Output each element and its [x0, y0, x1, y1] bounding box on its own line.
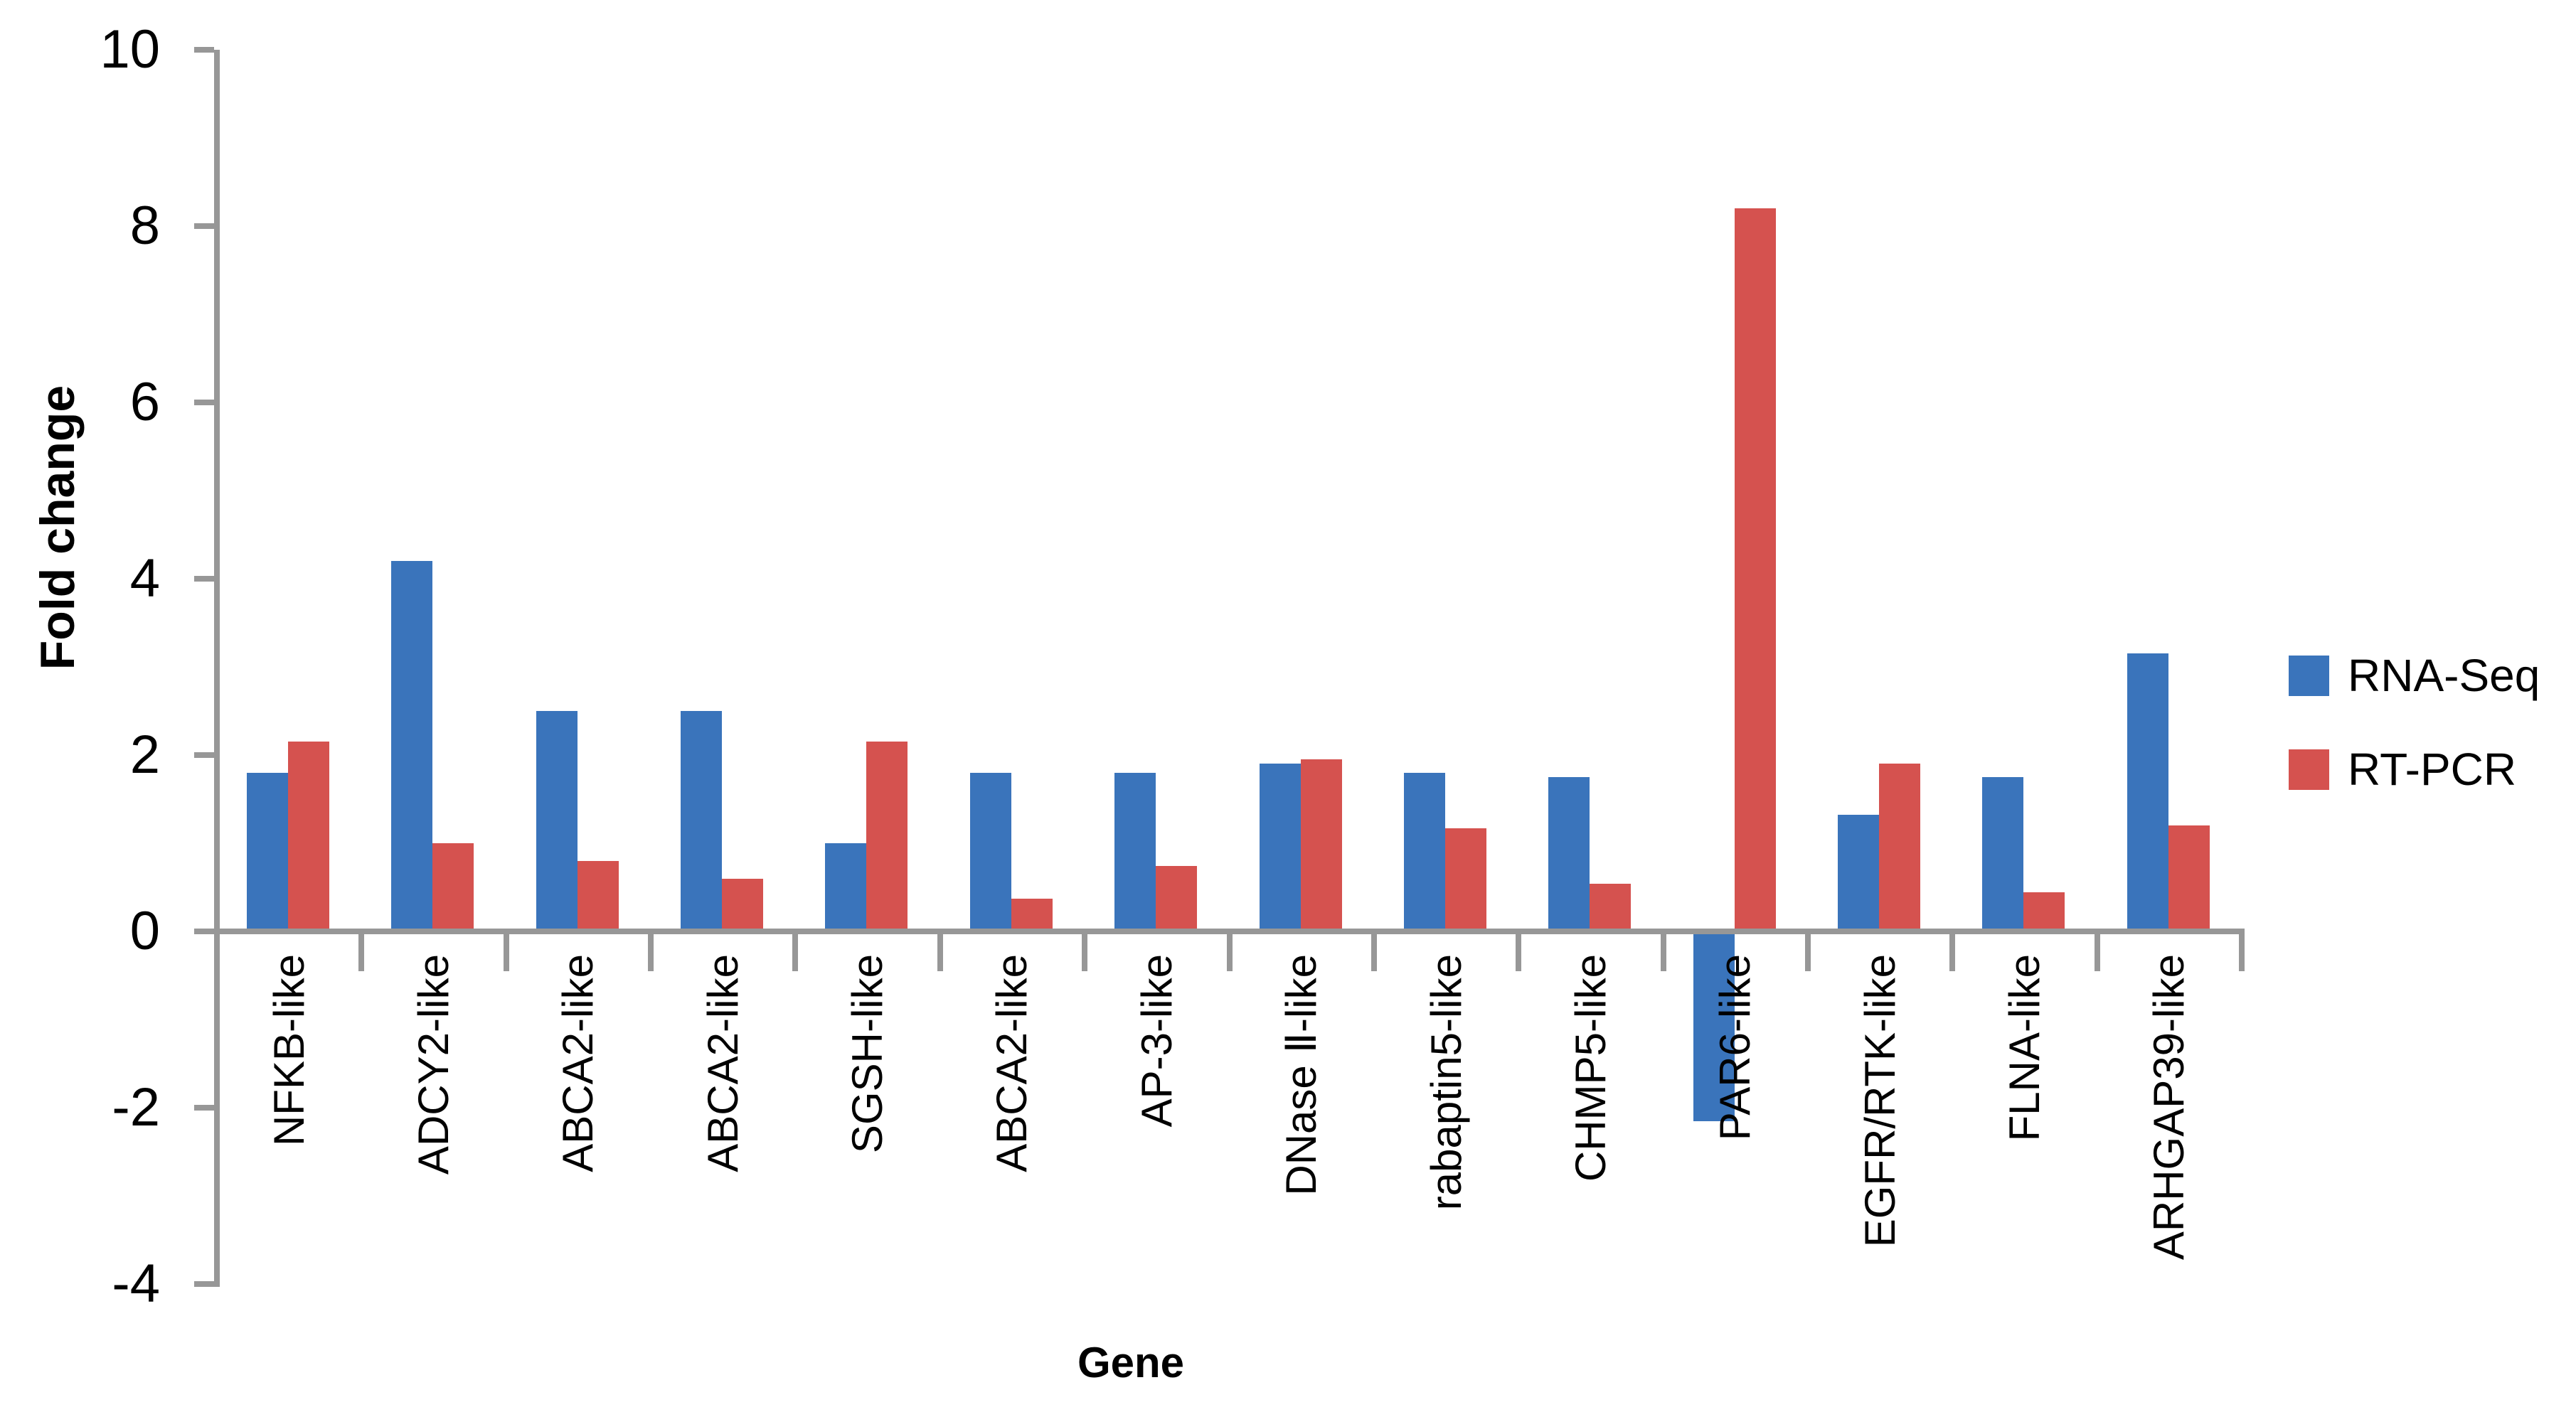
- x-tick: [503, 934, 509, 971]
- x-category-label-text: ABCA2-like: [698, 954, 747, 1172]
- y-tick-label: 6: [129, 372, 160, 432]
- y-tick-label: -2: [112, 1077, 160, 1138]
- legend-swatch-rna-seq: [2289, 655, 2329, 696]
- x-tick: [937, 934, 943, 971]
- x-tick: [2094, 934, 2100, 971]
- bar-rt-pcr-2: [432, 843, 474, 931]
- x-category-label-text: ADCY2-like: [410, 954, 458, 1175]
- x-category-label-text: ABCA2-like: [554, 954, 602, 1172]
- bar-rt-pcr-4: [722, 878, 764, 931]
- bar-rt-pcr-13: [2023, 892, 2065, 931]
- x-category-label-text: rabaptin5-like: [1422, 954, 1470, 1211]
- legend-swatch-rt-pcr: [2289, 749, 2329, 790]
- x-tick: [648, 934, 654, 971]
- y-tick: [194, 223, 214, 229]
- bar-rna-seq-10: [1548, 777, 1590, 931]
- y-tick: [194, 752, 214, 758]
- bar-rna-seq-4: [681, 711, 723, 931]
- bar-rna-seq-13: [1982, 777, 2024, 931]
- y-tick-label: 4: [129, 548, 160, 609]
- legend-item-rt-pcr: RT-PCR: [2289, 744, 2516, 794]
- bar-rna-seq-8: [1259, 764, 1301, 931]
- bar-rna-seq-9: [1403, 772, 1445, 931]
- x-tick: [1371, 934, 1377, 971]
- bar-rt-pcr-8: [1300, 759, 1342, 931]
- x-tick: [1226, 934, 1233, 971]
- y-tick: [194, 1105, 214, 1111]
- x-tick: [1516, 934, 1522, 971]
- bar-rt-pcr-5: [866, 742, 908, 931]
- bar-rt-pcr-14: [2168, 825, 2210, 931]
- bar-rt-pcr-9: [1444, 828, 1486, 931]
- bar-rt-pcr-12: [1878, 764, 1920, 931]
- bar-rna-seq-7: [1114, 772, 1156, 931]
- bar-rna-seq-2: [391, 561, 433, 931]
- y-tick-label: 0: [129, 901, 160, 961]
- x-category-label-text: DNase Ⅱ-like: [1277, 954, 1326, 1196]
- x-category-label-text: CHMP5-like: [1566, 954, 1614, 1182]
- x-tick: [2239, 934, 2245, 971]
- bar-rna-seq-5: [825, 843, 867, 931]
- bar-rna-seq-3: [536, 711, 578, 931]
- x-tick: [1949, 934, 1956, 971]
- y-tick-label: 10: [100, 19, 160, 80]
- x-tick: [358, 934, 365, 971]
- x-category-label-text: PAR6-like: [1711, 954, 1760, 1141]
- bar-rna-seq-6: [969, 772, 1011, 931]
- x-category-label-text: ABCA2-like: [988, 954, 1036, 1172]
- x-axis-title: Gene: [1077, 1339, 1185, 1386]
- bar-rna-seq-14: [2127, 653, 2168, 931]
- x-category-label-text: ARHGAP39-like: [2145, 954, 2193, 1261]
- x-category-label-text: EGFR/RTK-like: [1856, 954, 1904, 1248]
- bar-rt-pcr-6: [1011, 899, 1053, 931]
- legend-item-rna-seq: RNA-Seq: [2289, 651, 2540, 700]
- y-tick-label: -4: [112, 1253, 160, 1314]
- x-category-label-text: NFKB-like: [265, 954, 313, 1147]
- y-tick: [194, 929, 214, 934]
- bar-rt-pcr-10: [1590, 884, 1632, 931]
- bar-rna-seq-1: [247, 772, 288, 931]
- x-axis-line: [214, 929, 2245, 934]
- y-tick: [194, 1281, 214, 1287]
- x-tick: [792, 934, 799, 971]
- y-axis-line: [214, 50, 220, 1287]
- legend-label-rt-pcr: RT-PCR: [2348, 744, 2517, 795]
- bar-rt-pcr-7: [1156, 866, 1198, 931]
- y-tick-label: 8: [129, 196, 160, 256]
- y-tick: [194, 400, 214, 405]
- x-tick: [1082, 934, 1088, 971]
- x-category-label-text: SGSH-like: [843, 954, 892, 1154]
- bar-rna-seq-11: [1693, 931, 1735, 1121]
- bar-rt-pcr-11: [1734, 208, 1776, 931]
- bar-rt-pcr-1: [288, 742, 329, 931]
- x-tick: [1804, 934, 1811, 971]
- x-tick: [1660, 934, 1666, 971]
- x-category-label-text: FLNA-like: [2001, 954, 2048, 1142]
- legend-label-rna-seq: RNA-Seq: [2348, 650, 2540, 701]
- x-category-label-text: AP-3-like: [1132, 954, 1181, 1128]
- y-tick: [194, 47, 214, 53]
- y-tick: [194, 576, 214, 582]
- y-tick-label: 2: [129, 724, 160, 785]
- bar-rt-pcr-3: [577, 860, 619, 931]
- bar-rna-seq-12: [1837, 815, 1879, 931]
